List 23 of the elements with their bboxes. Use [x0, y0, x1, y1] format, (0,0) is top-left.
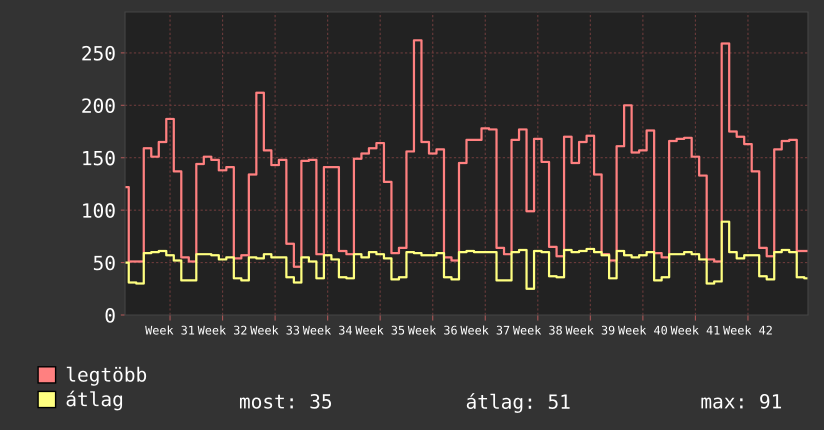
x-tick-label: Week 31 [145, 325, 194, 335]
y-tick-label: 200 [82, 98, 115, 114]
x-tick-label: Week 32 [198, 325, 246, 335]
x-tick-label: Week 41 [670, 325, 720, 335]
x-tick-label: Week 40 [618, 325, 667, 335]
x-tick-label: Week 34 [302, 325, 352, 335]
y-tick-label: 0 [106, 308, 115, 323]
legend-label: átlag [66, 390, 122, 410]
x-tick-label: Week 36 [408, 325, 457, 335]
x-tick-label: Week 39 [565, 325, 614, 335]
text: átlag: 51 [466, 393, 570, 413]
text: most: 35 [240, 394, 332, 409]
x-tick-label: Week 37 [460, 325, 510, 335]
y-tick-label: 50 [94, 256, 115, 270]
x-tick-label: Week 42 [723, 325, 772, 335]
y-tick-label: 100 [83, 203, 115, 218]
x-tick-label: Week 35 [355, 325, 404, 335]
legend-label: legtöbb [66, 366, 146, 386]
y-tick-label: 150 [83, 150, 115, 166]
x-tick-label: Week 38 [512, 325, 562, 335]
text: max: 91 [701, 394, 782, 409]
y-tick-label: 250 [82, 46, 115, 61]
x-tick-label: Week 33 [250, 325, 300, 335]
